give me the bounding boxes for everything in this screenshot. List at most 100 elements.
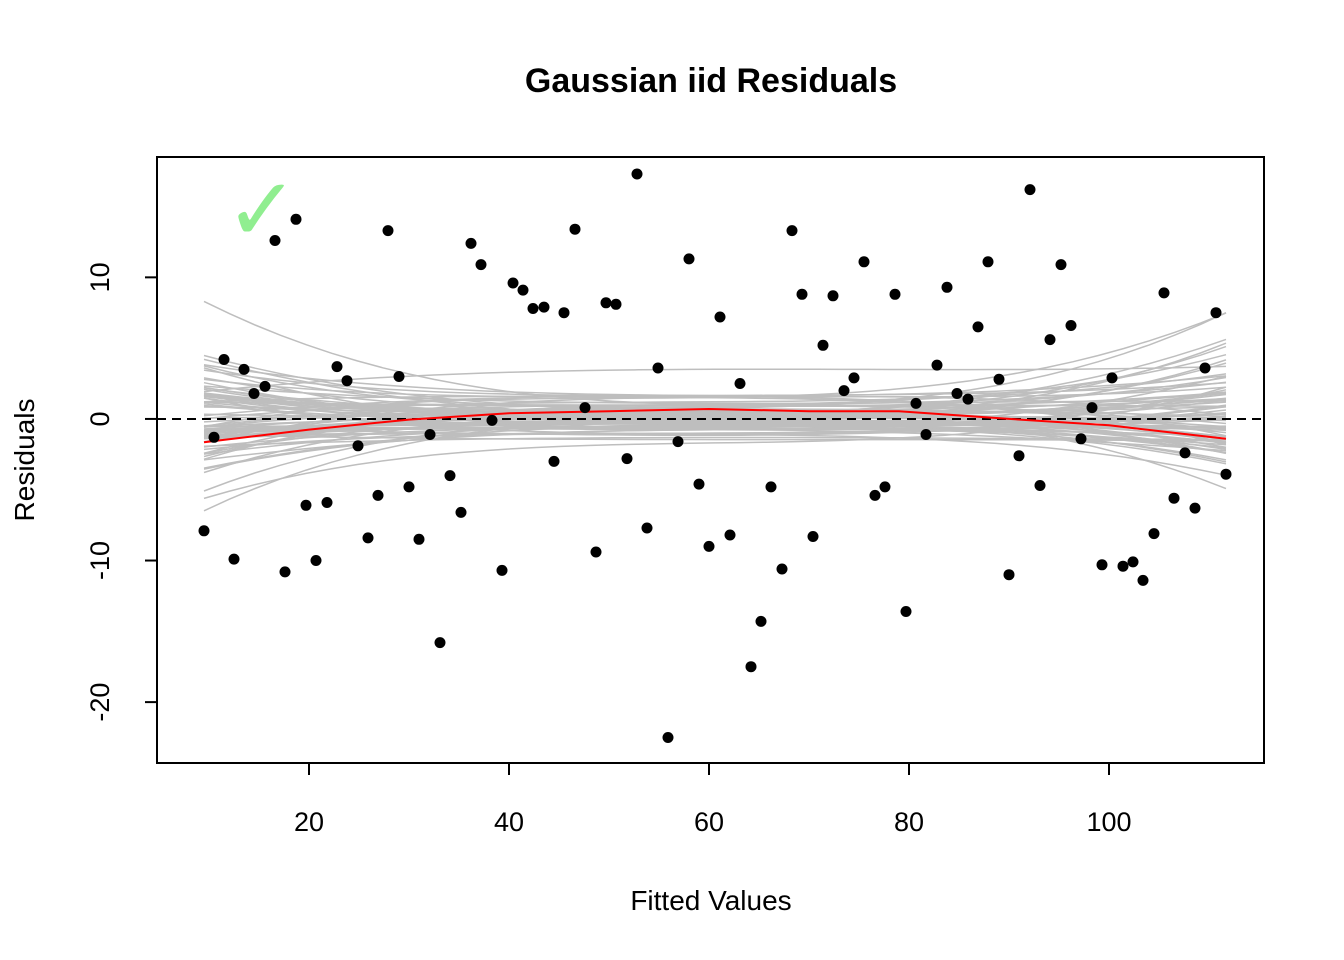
y-tick-label: -20 xyxy=(85,683,115,722)
data-point xyxy=(1117,560,1129,572)
data-point xyxy=(631,168,643,180)
envelope-line xyxy=(203,413,1227,438)
data-point xyxy=(858,256,870,268)
y-tick-label: -10 xyxy=(85,541,115,580)
data-point xyxy=(434,637,446,649)
data-point xyxy=(1220,468,1232,480)
data-point xyxy=(1003,569,1015,581)
x-tick-label: 80 xyxy=(894,807,924,837)
data-point xyxy=(972,321,984,333)
data-point xyxy=(1210,307,1222,319)
envelope-line xyxy=(203,405,1227,434)
x-tick-label: 40 xyxy=(494,807,524,837)
data-point xyxy=(703,540,715,552)
data-point xyxy=(538,301,550,313)
data-point xyxy=(352,440,364,452)
data-point xyxy=(1055,259,1067,271)
data-point xyxy=(455,506,467,518)
data-point xyxy=(755,615,767,627)
plot-area xyxy=(157,168,1264,743)
data-point xyxy=(910,397,922,409)
data-point xyxy=(693,478,705,490)
data-point xyxy=(621,453,633,465)
data-point xyxy=(1168,492,1180,504)
envelope-line xyxy=(203,409,1227,437)
data-point xyxy=(300,499,312,511)
data-point xyxy=(475,259,487,271)
y-tick-label: 0 xyxy=(85,411,115,426)
data-point xyxy=(600,297,612,309)
check-mark-icon: ✓ xyxy=(225,158,299,261)
data-point xyxy=(208,431,220,443)
data-point xyxy=(941,281,953,293)
data-point xyxy=(879,481,891,493)
data-point xyxy=(218,354,230,365)
data-point xyxy=(331,361,343,373)
data-point xyxy=(1024,184,1036,196)
data-point xyxy=(1013,450,1025,462)
y-tick-label: 10 xyxy=(85,262,115,292)
data-point xyxy=(734,378,746,389)
data-point xyxy=(1127,556,1139,568)
data-point xyxy=(527,303,539,314)
data-point xyxy=(382,225,394,237)
envelope-line xyxy=(203,359,1227,512)
data-point xyxy=(269,235,281,246)
data-point xyxy=(641,522,653,534)
data-point xyxy=(465,237,477,249)
data-point xyxy=(238,363,250,375)
data-point xyxy=(321,497,333,508)
data-point xyxy=(1179,447,1191,459)
data-point xyxy=(951,388,963,399)
data-point xyxy=(496,564,508,576)
data-point xyxy=(796,288,808,300)
data-point xyxy=(838,385,850,397)
data-point xyxy=(1148,528,1160,540)
envelope-line xyxy=(203,375,1227,403)
data-point xyxy=(548,455,560,467)
x-tick-label: 20 xyxy=(294,807,324,837)
envelope-line xyxy=(203,385,1227,405)
data-point xyxy=(652,362,664,374)
data-point xyxy=(900,606,912,617)
data-point xyxy=(259,380,271,392)
data-point xyxy=(486,414,498,426)
data-point xyxy=(920,429,932,440)
data-point xyxy=(848,372,860,384)
data-point xyxy=(1075,433,1087,445)
data-point xyxy=(765,481,777,493)
data-point xyxy=(610,298,622,310)
x-tick-label: 100 xyxy=(1086,807,1131,837)
residual-points xyxy=(198,168,1232,743)
envelope-line xyxy=(203,400,1227,420)
envelope-line xyxy=(203,389,1227,470)
data-point xyxy=(1086,402,1098,414)
envelope-line xyxy=(203,433,1227,442)
data-point xyxy=(372,489,384,501)
data-point xyxy=(279,566,291,578)
data-point xyxy=(776,563,788,575)
data-point xyxy=(444,470,456,482)
envelope-lines xyxy=(203,300,1227,512)
data-point xyxy=(786,225,798,237)
data-point xyxy=(248,388,260,399)
data-point xyxy=(1106,372,1118,384)
data-point xyxy=(1137,574,1149,586)
data-point xyxy=(1199,362,1211,374)
data-point xyxy=(228,553,240,565)
data-point xyxy=(817,339,829,351)
data-point xyxy=(579,402,591,414)
data-point xyxy=(745,661,757,673)
envelope-line xyxy=(203,394,1227,448)
data-point xyxy=(362,532,374,544)
data-point xyxy=(341,375,353,387)
data-point xyxy=(590,546,602,558)
data-point xyxy=(1158,287,1170,299)
data-point xyxy=(1096,559,1108,571)
data-point xyxy=(672,436,684,448)
data-point xyxy=(290,213,302,225)
envelope-line xyxy=(203,393,1227,443)
data-point xyxy=(569,223,581,235)
data-point xyxy=(662,732,674,743)
